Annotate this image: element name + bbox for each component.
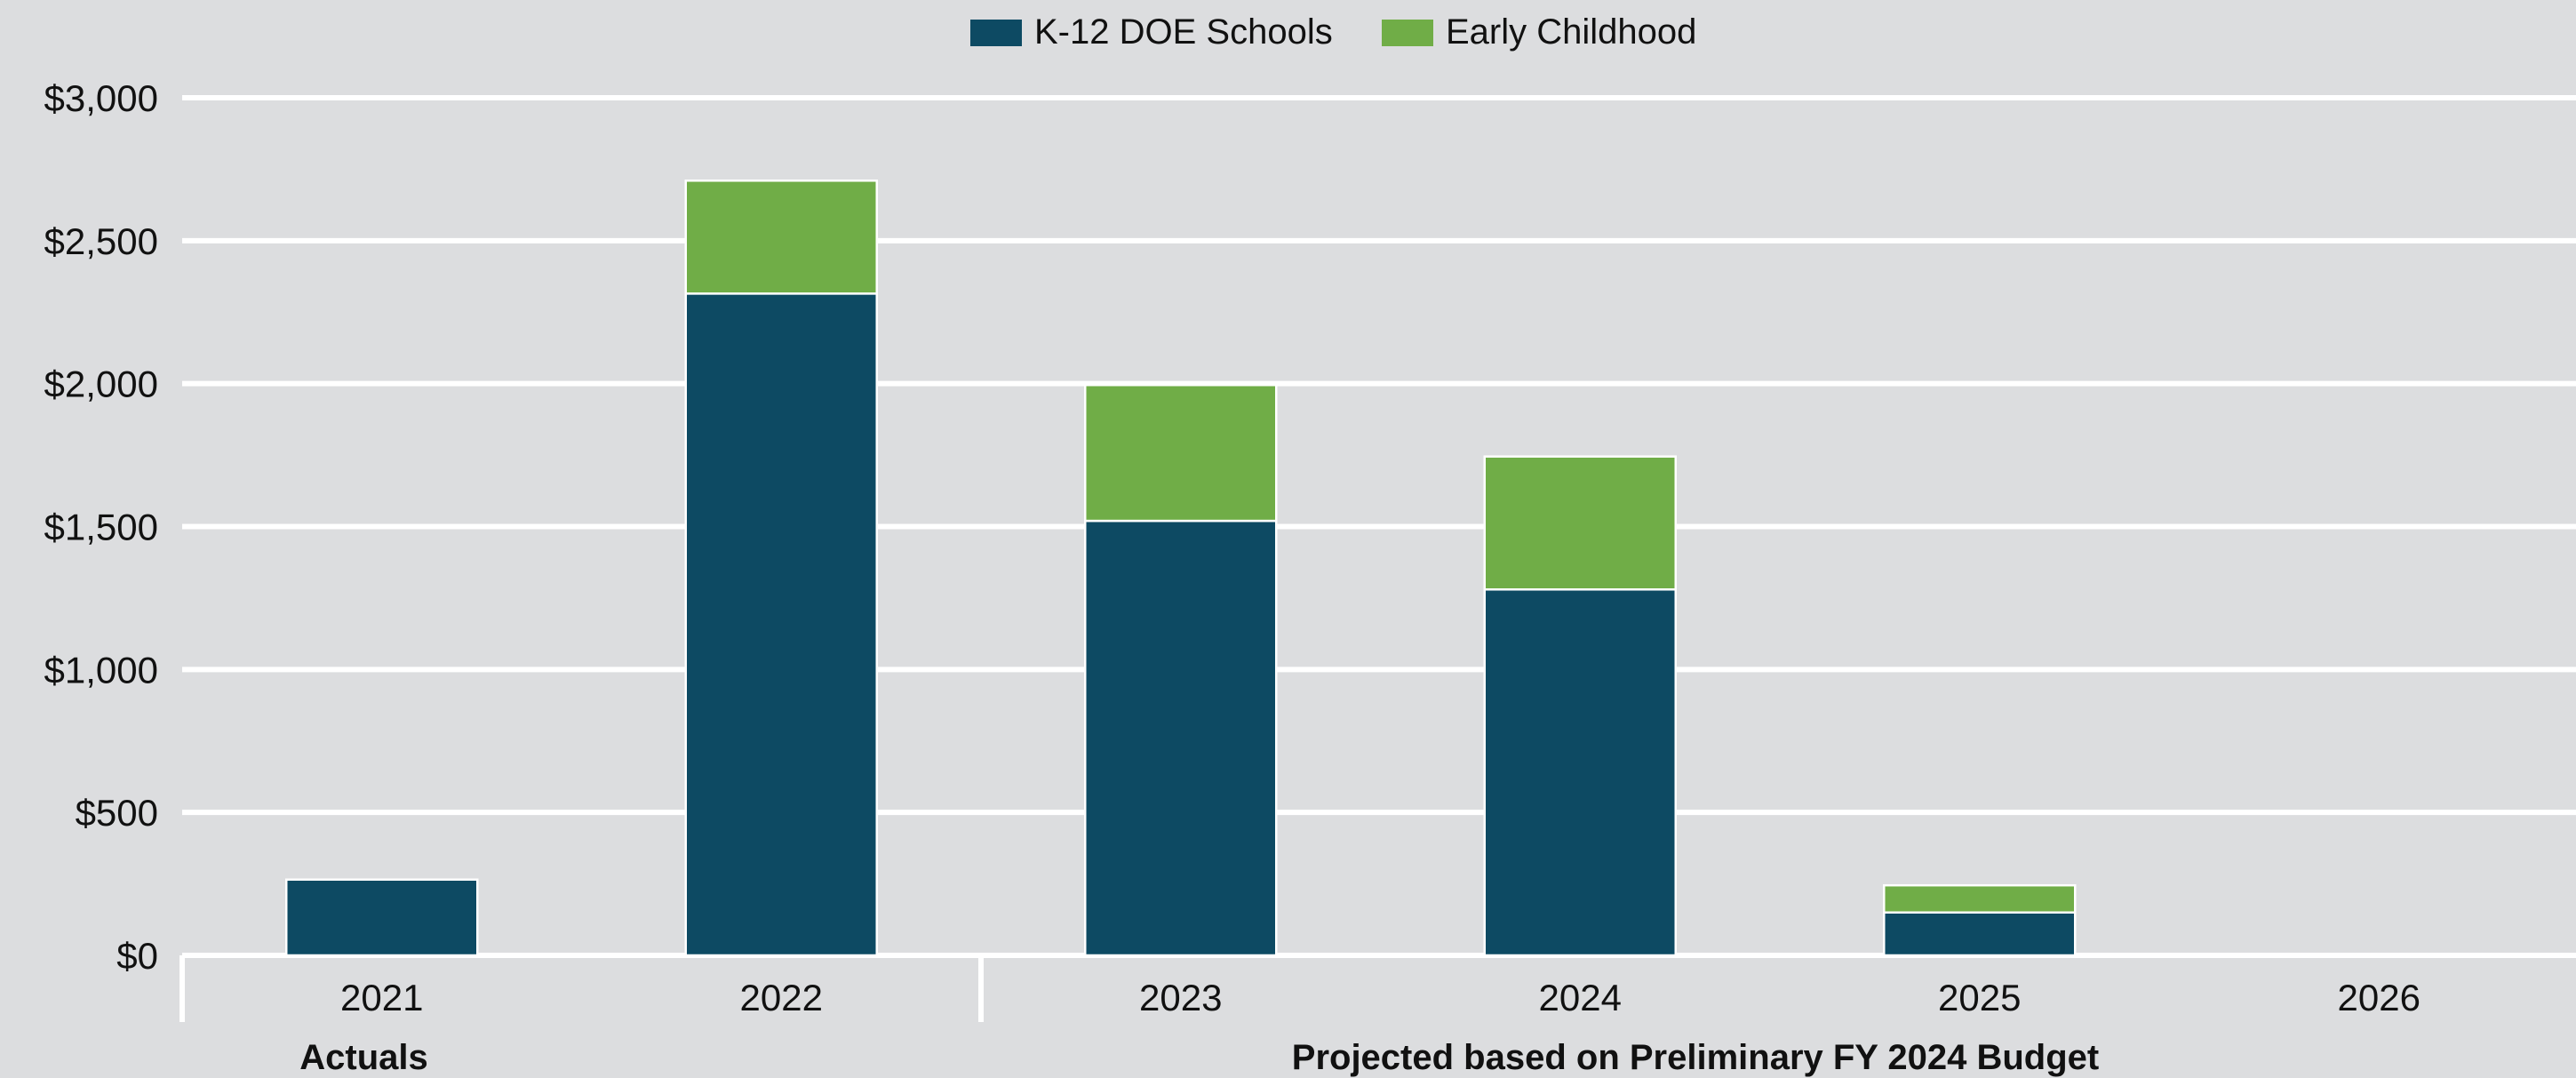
y-tick-label: $3,000 [44,77,158,119]
bar-segment-k12-2021 [285,878,479,957]
y-tick-label: $2,000 [44,363,158,405]
legend-label-early-childhood: Early Childhood [1446,12,1696,52]
x-tick-label: 2023 [1139,977,1222,1018]
y-tick-label: $1,000 [44,649,158,691]
bar-segment-early-childhood-2024 [1483,455,1677,591]
axes: $0 $500 $1,000 $1,500 $2,000 $2,500 $3,000 2021… [44,77,2420,1077]
x-tick-label: 2021 [340,977,423,1018]
category-group-label: Actuals [299,1038,428,1077]
bar-segment-k12-2023 [1084,519,1278,957]
x-tick-label: 2026 [2338,977,2420,1018]
bar-segment-k12-2025 [1883,911,2077,957]
bars [285,180,2077,957]
legend: K-12 DOE Schools Early Childhood [970,12,1696,52]
y-tick-label: $0 [116,935,158,977]
bar-segment-k12-2022 [684,292,878,957]
x-tick-label: 2024 [1539,977,1622,1018]
x-tick-label: 2025 [1938,977,2021,1018]
y-tick-label: $2,500 [44,220,158,262]
legend-swatch-early-childhood [1382,20,1433,46]
legend-label-k12: K-12 DOE Schools [1034,12,1333,52]
gridlines [182,95,2576,958]
category-group-label: Projected based on Preliminary FY 2024 B… [1292,1038,2099,1077]
y-tick-label: $1,500 [44,507,158,548]
bar-segment-k12-2024 [1483,588,1677,957]
legend-swatch-k12 [970,20,1022,46]
bar-segment-early-childhood-2022 [684,180,878,295]
x-tick-label: 2022 [740,977,823,1018]
bar-segment-early-childhood-2023 [1084,384,1278,523]
bar-segment-early-childhood-2025 [1883,883,2077,914]
y-tick-label: $500 [76,792,158,834]
